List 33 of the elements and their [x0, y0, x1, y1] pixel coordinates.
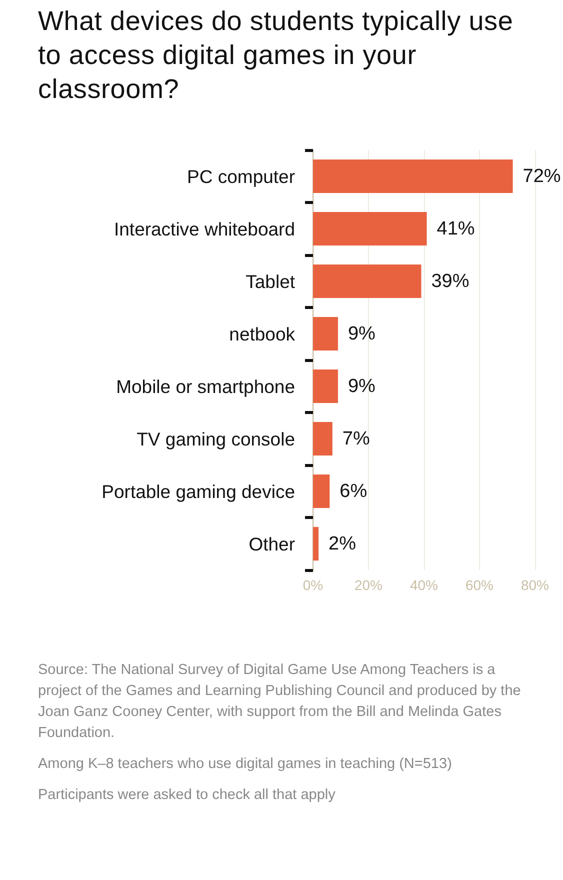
y-tick-label: Tablet — [246, 270, 295, 292]
data-label: 7% — [342, 428, 370, 450]
bar — [313, 212, 427, 246]
bar — [313, 526, 319, 561]
data-label: 9% — [348, 323, 376, 344]
y-tick-label: Interactive whiteboard — [114, 218, 295, 240]
data-label: 41% — [436, 218, 475, 240]
bar — [313, 369, 338, 404]
x-tick-label: 60% — [465, 577, 494, 593]
y-tick-label: TV gaming console — [136, 428, 295, 450]
x-tick-label: 80% — [520, 577, 550, 593]
y-tick-label: Mobile or smartphone — [116, 376, 295, 397]
x-tick-label: 40% — [410, 577, 438, 593]
y-tick-label: PC computer — [187, 166, 295, 187]
data-label: 9% — [348, 376, 376, 397]
bar — [313, 159, 513, 194]
bar — [313, 474, 330, 508]
y-tick-label: netbook — [229, 323, 296, 344]
x-tick-label: 20% — [354, 577, 383, 593]
y-tick-label: Portable gaming device — [102, 480, 295, 502]
y-tick-label: Other — [248, 533, 295, 554]
data-label: 39% — [431, 270, 470, 292]
bar — [313, 316, 338, 351]
text: Participants were asked to check all that apply — [38, 786, 336, 805]
data-label: 2% — [328, 533, 356, 554]
chart-title: What devices do students typically use to access digital games in your classroom? — [38, 5, 514, 106]
data-label: 6% — [340, 480, 368, 502]
bar — [313, 422, 332, 456]
source-note: Source: The National Survey of Digital Game Use Among Teachers is a project of the Games and Learning Publishing Council and produced by the Joan Ganz Cooney Center, with support from the Bill and Melinda Gates Foundation. — [38, 661, 522, 743]
x-tick-label: 0% — [302, 577, 324, 593]
data-label: 72% — [522, 166, 561, 187]
bar — [313, 264, 422, 298]
text: Among K–8 teachers who use digital games in teaching (N=513) — [38, 755, 453, 774]
